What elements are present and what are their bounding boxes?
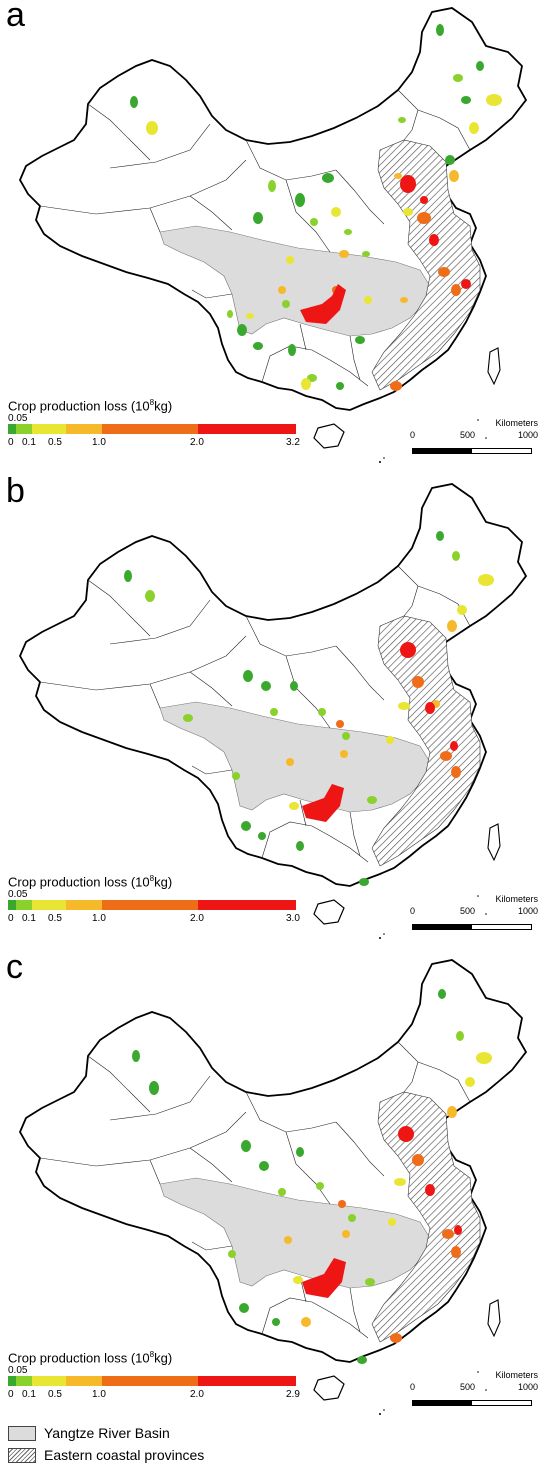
- legend-title: Crop production loss (108kg): [8, 398, 173, 414]
- legend-tick: 0: [8, 437, 14, 448]
- legend-color-bar: [8, 1376, 296, 1386]
- scale-bar: Kilometers 0 500 1000: [404, 1370, 544, 1410]
- panel-label: c: [6, 948, 23, 986]
- scale-bar-graphic: [412, 924, 532, 930]
- legend-item-coastal: Eastern coastal provinces: [8, 1446, 204, 1464]
- scale-title: Kilometers: [495, 418, 538, 428]
- legend-tick: 0.1: [22, 913, 36, 924]
- scale-label: 1000: [518, 906, 539, 916]
- legend-color-bar: [8, 900, 296, 910]
- legend-tick: 0.1: [22, 1389, 36, 1400]
- legend-tick-005: 0.05: [8, 413, 28, 424]
- legend-tick: 0.1: [22, 437, 36, 448]
- legend-tick: 2.0: [190, 437, 204, 448]
- crop-loss-legend: Crop production loss (108kg) 0.05 0 0.1 …: [8, 1350, 308, 1410]
- map-panel-b: b Crop production loss (108kg) 0.05 0 0.…: [0, 472, 550, 946]
- map-panel-c: c Crop production loss (108kg) 0.05 0 0.…: [0, 948, 550, 1422]
- panel-label: b: [6, 472, 25, 510]
- legend-label: Yangtze River Basin: [44, 1425, 170, 1441]
- legend-tick: 0: [8, 913, 14, 924]
- legend-tick: 3.0: [286, 913, 300, 924]
- legend-tick: 1.0: [92, 1389, 106, 1400]
- legend-tick: 2.0: [190, 1389, 204, 1400]
- legend-tick-005: 0.05: [8, 889, 28, 900]
- region-legend: Yangtze River Basin Eastern coastal prov…: [8, 1424, 288, 1468]
- map-panel-a: a Crop production loss (108kg) 0.05 0 0.…: [0, 0, 550, 470]
- legend-label: Eastern coastal provinces: [44, 1447, 205, 1463]
- scale-label: 1000: [518, 430, 539, 440]
- scale-label: 1000: [518, 1382, 539, 1392]
- scale-label: 0: [410, 1382, 416, 1392]
- scale-bar-graphic: [412, 1400, 532, 1406]
- legend-color-bar: [8, 424, 296, 434]
- legend-tick: 0.5: [48, 913, 62, 924]
- legend-tick-005: 0.05: [8, 1365, 28, 1376]
- yangtze-swatch: [8, 1425, 36, 1441]
- crop-loss-legend: Crop production loss (108kg) 0.05 0 0.1 …: [8, 874, 308, 934]
- scale-label: 0: [410, 430, 416, 440]
- legend-tick: 3.2: [286, 437, 300, 448]
- legend-tick: 0.5: [48, 1389, 62, 1400]
- legend-tick: 1.0: [92, 913, 106, 924]
- legend-tick: 1.0: [92, 437, 106, 448]
- crop-loss-legend: Crop production loss (108kg) 0.05 0 0.1 …: [8, 398, 308, 458]
- scale-label: 0: [410, 906, 416, 916]
- scale-label: 500: [460, 1382, 476, 1392]
- scale-title: Kilometers: [495, 894, 538, 904]
- scale-label: 500: [460, 906, 476, 916]
- scale-label: 500: [460, 430, 476, 440]
- legend-title: Crop production loss (108kg): [8, 1350, 173, 1366]
- scale-title: Kilometers: [495, 1370, 538, 1380]
- legend-tick: 0.5: [48, 437, 62, 448]
- legend-tick: 0: [8, 1389, 14, 1400]
- legend-item-yangtze: Yangtze River Basin: [8, 1424, 170, 1442]
- coastal-swatch: [8, 1447, 36, 1463]
- panel-label: a: [6, 0, 25, 34]
- legend-title: Crop production loss (108kg): [8, 874, 173, 890]
- scale-bar: Kilometers 0 500 1000: [404, 418, 544, 458]
- scale-bar: Kilometers 0 500 1000: [404, 894, 544, 934]
- scale-bar-graphic: [412, 448, 532, 454]
- legend-tick: 2.0: [190, 913, 204, 924]
- legend-tick: 2.9: [286, 1389, 300, 1400]
